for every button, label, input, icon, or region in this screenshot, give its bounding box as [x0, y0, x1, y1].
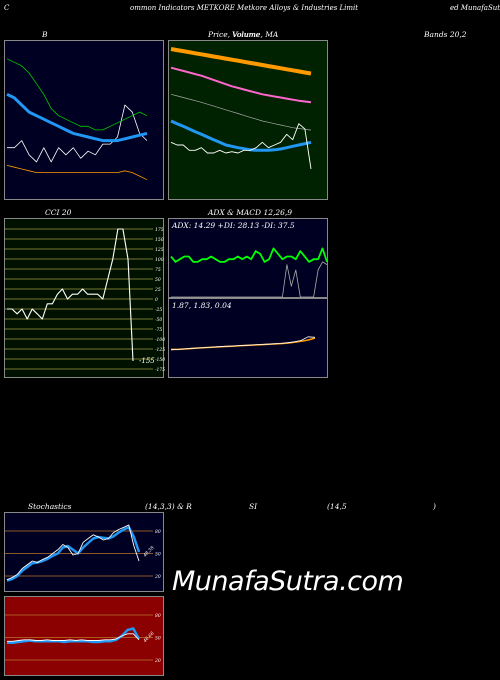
cci-tick-2: 125 [155, 247, 164, 253]
cci-tick-9: -50 [155, 317, 162, 323]
cci-tick-10: -75 [155, 327, 162, 333]
macd-signal [171, 337, 316, 351]
stoch-last-label: 48.38 [141, 545, 155, 559]
cci-tick-1: 150 [155, 237, 164, 243]
stochastics-panel: 80 50 20 48.38 [4, 512, 164, 592]
macd-chart [170, 336, 316, 351]
stoch-tick-2: 20 [154, 574, 161, 580]
price-series-0 [170, 123, 312, 170]
cci-tick-7: 0 [155, 297, 158, 303]
header-left: C [4, 4, 10, 12]
cci-last-label: -155 [139, 357, 155, 365]
cci-tick-4: 75 [155, 267, 161, 273]
price-panel [168, 40, 328, 200]
cci-title: CCI 20 [45, 208, 72, 217]
stoch-d [6, 526, 141, 582]
bb-series-3 [6, 58, 148, 131]
rsi-tick-0: 80 [155, 613, 161, 619]
price-series-2 [170, 47, 312, 76]
adx-chart [170, 247, 328, 298]
adx-values: ADX: 14.29 +DI: 28.13 -DI: 37.5 [172, 221, 295, 230]
bb-series-1 [6, 92, 148, 143]
cci-tick-6: 25 [154, 287, 161, 293]
adx-di-line [171, 261, 328, 298]
cci-tick-0: 175 [155, 227, 164, 233]
rsi-line [7, 633, 140, 642]
stoch-k [6, 524, 140, 581]
watermark: MunafaSutra.com [172, 566, 404, 597]
adx-line [170, 247, 328, 263]
rsi-avg [7, 627, 141, 645]
cci-tick-14: -175 [155, 367, 165, 373]
cci-tick-5: 50 [155, 277, 161, 283]
bollinger-chart [6, 58, 148, 181]
cci-chart: 175 150 125 100 75 50 25 0 -25 -50 -75 -100 -125 -150… [5, 227, 165, 373]
macd-panel: 1.87, 1.83, 0.04 [168, 298, 328, 378]
adx-panel: ADX: 14.29 +DI: 28.13 -DI: 37.5 [168, 218, 328, 298]
cci-tick-12: -125 [155, 347, 165, 353]
bbands-title: B [42, 30, 48, 39]
header-center: ommon Indicators METKORE Metkore Alloys … [130, 4, 359, 12]
rsi-tick-1: 50 [155, 636, 161, 642]
stoch-title-e: ) [433, 502, 436, 511]
stoch-tick-0: 80 [155, 529, 161, 535]
cci-line [7, 228, 134, 362]
cci-panel: 175 150 125 100 75 50 25 0 -25 -50 -75 -100 -125 -150… [4, 218, 165, 378]
bb-series-0 [7, 104, 148, 163]
price-series-4 [170, 93, 312, 131]
stoch-tick-1: 50 [155, 552, 161, 558]
stoch-title-a: Stochastics [28, 502, 72, 511]
price-series-3 [170, 66, 312, 104]
cci-tick-13: -150 [155, 357, 165, 363]
rsi-panel: 80 50 20 46.66 [4, 596, 164, 676]
bollinger-panel [4, 40, 164, 200]
price-title: Price, Volume, MA [208, 30, 279, 39]
macd-line [170, 336, 316, 351]
stoch-title-b: (14,3,3) & R [145, 502, 192, 511]
adx-title: ADX & MACD 12,26,9 [208, 208, 293, 217]
macd-values: 1.87, 1.83, 0.04 [172, 301, 232, 310]
cci-tick-8: -25 [155, 307, 162, 313]
price-series-1 [170, 119, 312, 152]
cci-tick-3: 100 [155, 257, 164, 263]
stochastics-chart: 80 50 20 48.38 [5, 524, 161, 582]
price-overlay-title: Volume [232, 30, 261, 39]
cci-tick-11: -100 [155, 337, 165, 343]
bb-series-2 [6, 165, 148, 181]
stoch-title-c: SI [249, 502, 258, 511]
bands-title: Bands 20,2 [424, 30, 467, 39]
price-chart [170, 47, 312, 170]
stoch-title-d: (14,5 [327, 502, 347, 511]
header-right: ed MunafaSutra.c [450, 4, 500, 12]
rsi-tick-2: 20 [154, 658, 161, 664]
